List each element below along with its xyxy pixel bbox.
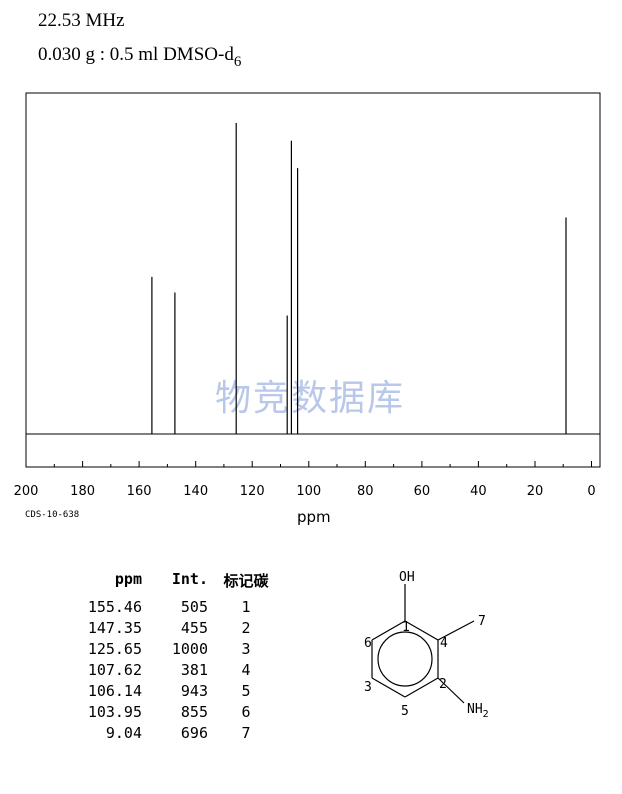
cell-assignment: 7 [241,723,251,742]
cell-int: 1000 [171,639,208,658]
carbon-label-4: 4 [440,636,448,651]
cell-int: 696 [180,723,208,742]
ring-bonds [371,584,475,704]
nmr-spectrum-chart: 物竞数据库 200 180 160 140 120 100 80 60 40 20 0 [14,92,601,499]
cell-ppm: 103.95 [87,702,142,721]
x-tick-label: 180 [70,484,95,499]
sample-text: 0.030 g : 0.5 ml DMSO-d [38,44,234,65]
cell-int: 943 [180,681,208,700]
header-ppm: ppm [114,570,142,588]
sample-description: 0.030 g : 0.5 ml DMSO-d6 [38,44,241,70]
bond-c6-c1 [371,620,406,641]
x-axis-label: ppm [297,508,331,526]
peak-row: 147.35 455 2 [70,617,284,638]
oh-label: OH [399,570,415,585]
cell-assignment: 5 [241,681,251,700]
peak-row: 155.46 505 1 [70,596,284,617]
x-tick-label: 100 [296,484,321,499]
carbon-label-3: 3 [364,680,372,695]
cell-int: 505 [180,597,208,616]
header-assignment: 标记碳 [223,572,269,590]
bond-c2-c5 [404,677,439,698]
cell-ppm: 107.62 [87,660,142,679]
bond-c2-nh2 [437,677,465,704]
peak-row: 106.14 943 5 [70,680,284,701]
bond-c4-ch3 [437,620,475,641]
nh2-label: NH2 [467,702,489,720]
cell-ppm: 147.35 [87,618,142,637]
aromatic-ring-circle [377,631,433,687]
molecule-structure: OH NH2 1 2 3 4 5 6 7 [364,570,489,720]
cell-assignment: 6 [241,702,251,721]
cell-assignment: 3 [241,639,251,658]
peak-row: 125.65 1000 3 [70,638,284,659]
x-tick-label: 120 [240,484,265,499]
cell-int: 381 [180,660,208,679]
watermark: 物竞数据库 [215,378,405,419]
sample-subscript: 6 [233,54,242,70]
bond-c1-c4 [404,620,439,641]
x-axis-ticks: 200 180 160 140 120 100 80 60 40 20 0 [14,461,596,499]
peak-table: ppm Int. 标记碳 155.46 505 1 147.35 455 2 125.65 1… [70,570,284,743]
peak-table-header: ppm Int. 标记碳 [70,570,284,596]
carbon-label-7: 7 [478,614,486,629]
x-tick-label: 140 [183,484,208,499]
plot-frame [25,92,601,468]
peak-row: 107.62 381 4 [70,659,284,680]
carbon-label-2: 2 [439,677,447,692]
peaks-group [151,123,567,434]
cell-ppm: 155.46 [87,597,142,616]
cell-int: 855 [180,702,208,721]
peak-row: 9.04 696 7 [70,722,284,743]
spectrometer-frequency: 22.53 MHz [38,10,125,31]
carbon-label-5: 5 [401,704,409,719]
cell-ppm: 9.04 [105,723,142,742]
cell-assignment: 4 [241,660,251,679]
carbon-label-1: 1 [402,620,410,635]
x-tick-label: 40 [470,484,487,499]
cell-ppm: 125.65 [87,639,142,658]
cell-ppm: 106.14 [87,681,142,700]
peak-row: 103.95 855 6 [70,701,284,722]
cell-assignment: 2 [241,618,251,637]
x-tick-label: 200 [14,484,39,499]
header-int: Int. [171,570,208,588]
cell-assignment: 1 [241,597,251,616]
catalog-code: CDS-10-638 [25,510,80,520]
x-tick-label: 80 [357,484,374,499]
x-tick-label: 20 [527,484,544,499]
x-tick-label: 60 [414,484,431,499]
cell-int: 455 [180,618,208,637]
x-tick-label: 0 [587,484,595,499]
x-tick-label: 160 [127,484,152,499]
bond-c5-c3 [371,677,406,698]
carbon-label-6: 6 [364,636,372,651]
